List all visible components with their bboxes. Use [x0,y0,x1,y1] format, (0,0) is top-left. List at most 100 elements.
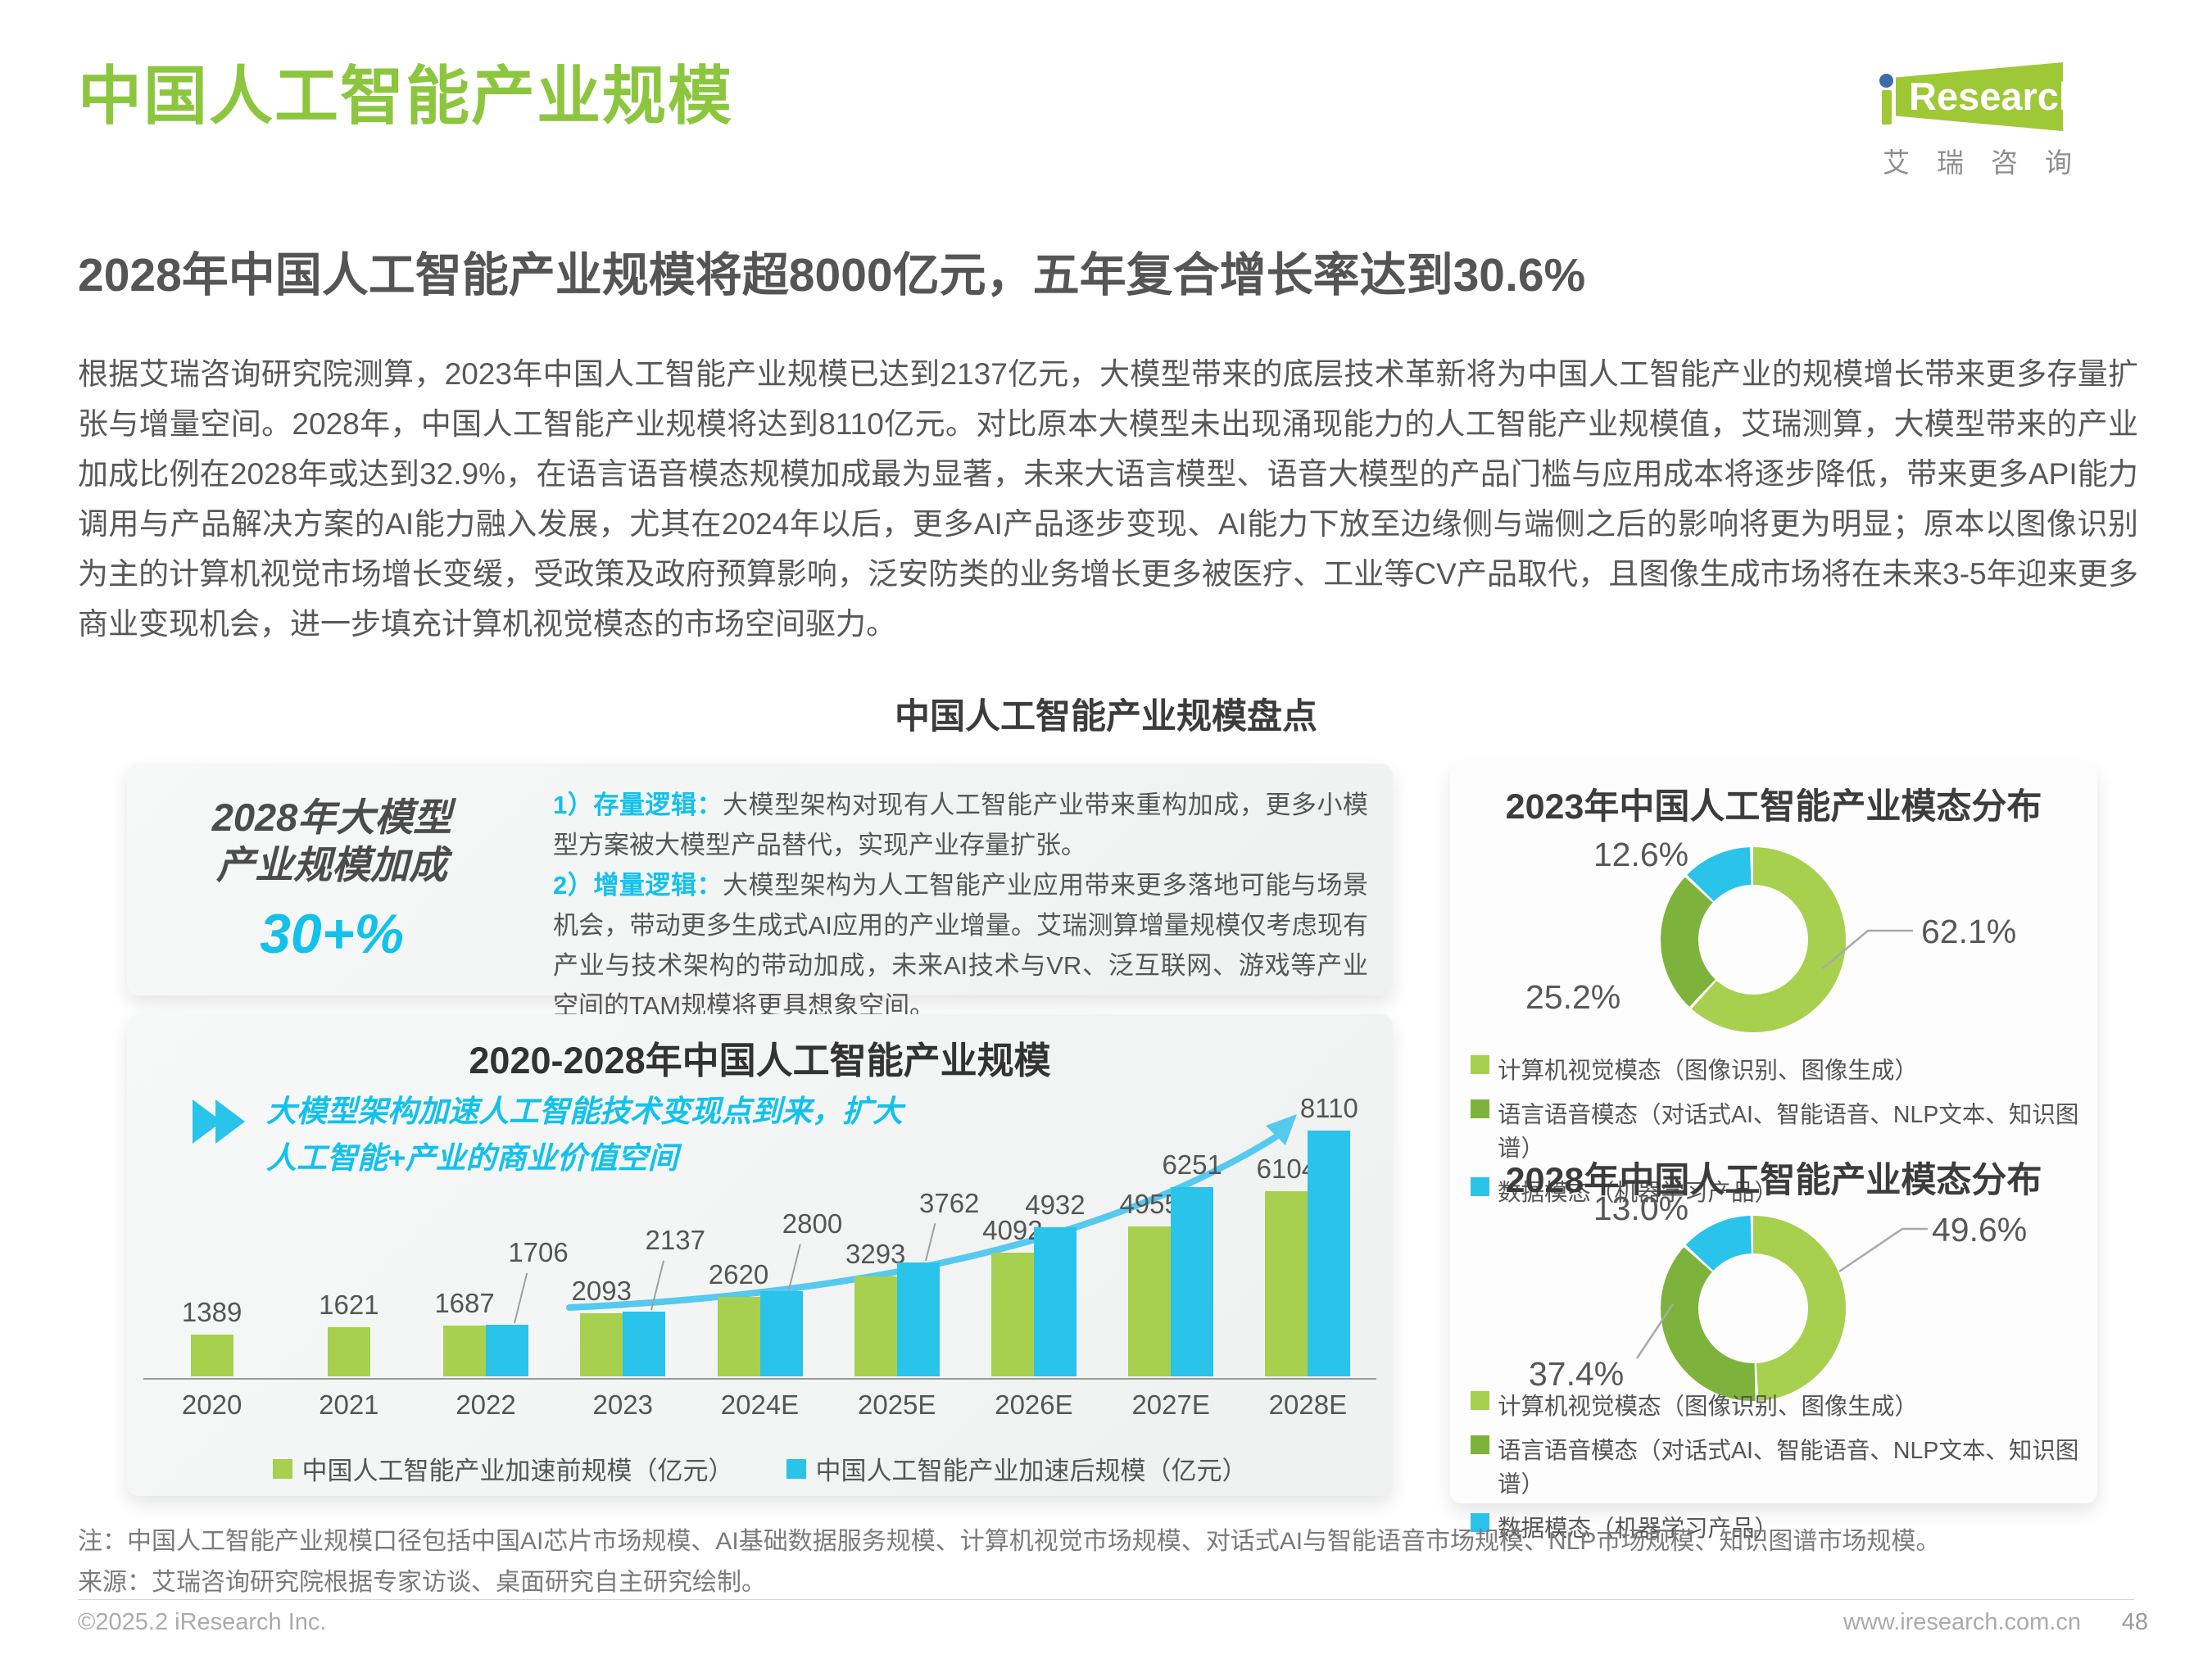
x-axis-label: 2025E [858,1389,936,1420]
logic-item-1-text: 大模型架构对现有人工智能产业带来重构加成，更多小模型方案被大模型产品替代，实现产… [553,791,1368,859]
page-subtitle: 2028年中国人工智能产业规模将超8000亿元，五年复合增长率达到30.6% [78,249,1586,301]
donut-percfavnt-label: 13.0% [1593,1190,1689,1227]
bar-value-label: 2620 [708,1259,769,1290]
footer-divider [78,1599,2134,1600]
legend-label: 语言语音模态（对话式AI、智能语音、NLP文本、知识图谱） [1498,1102,2079,1162]
footer-copyright: ©2025.2 iResearch Inc. [78,1609,327,1635]
fast-forward-icon [193,1099,245,1144]
x-axis-label: 2023 [592,1389,653,1420]
legend-swatch-icon [1471,1177,1489,1196]
x-axis-label: 2022 [456,1389,516,1420]
x-axis-label: 2021 [319,1389,379,1420]
bar-value-label: 8110 [1299,1093,1358,1123]
donut-percfavnt-label: 62.1% [1921,913,2017,950]
highlight-title: 2028年大模型 产业规模加成 [211,795,452,886]
footer-page-number: 48 [2121,1609,2148,1635]
donut-slice [1661,1216,1846,1401]
bar-legend-item: 中国人工智能产业加速后规模（亿元） [786,1450,1248,1487]
bar-after [896,1262,940,1376]
donut-2028-title: 2028年中国人工智能产业模态分布 [1505,1161,2042,1200]
legend-label: 数据模态（机器学习产品） [1498,1516,1779,1542]
bar-legend-item: 中国人工智能产业加速前规模（亿元） [272,1450,734,1487]
page-title: 中国人工智能产业规模 [78,60,734,132]
brand-logo: Research 艾瑞咨询 [1874,62,2079,180]
bar-before [1265,1191,1308,1376]
donut-legend-item: 数据模态（机器学习产品） [1471,1174,2097,1208]
bar-before [854,1276,897,1376]
legend-label: 计算机视觉模态（图像识别、图像生成） [1498,1394,1919,1420]
highlight-card: 2028年大模型 产业规模加成 30+% 1）存量逻辑：大模型架构对现有人工智能… [127,764,1393,1020]
bar-value-label: 1621 [319,1290,379,1320]
modality-card: 2023年中国人工智能产业模态分布 计算机视觉模态（图像识别、图像生成） 语言语音… [1450,764,2097,1542]
x-axis-label: 2020 [181,1389,243,1420]
bar-after [1171,1187,1214,1376]
bar-after [486,1325,529,1376]
section-title: 中国人工智能产业规模盘点 [895,697,1317,737]
barchart-title: 2020-2028年中国人工智能产业规模 [469,1040,1051,1081]
body-paragraph: 根据艾瑞咨询研究院测算，2023年中国人工智能产业规模已达到2137亿元，大模型… [78,357,2138,641]
legend-swatch-icon [1471,1513,1489,1532]
logic-item-2-label: 2）增量逻辑： [553,871,723,900]
logic-list: 1）存量逻辑：大模型架构对现有人工智能产业带来重构加成，更多小模型方案被大模型产… [553,785,1368,1026]
logo-brand-text: Research [1909,75,2083,118]
legend-label: 中国人工智能产业加速前规模（亿元） [301,1457,734,1485]
donut-2028 [1661,1216,1846,1401]
legend-label: 中国人工智能产业加速后规模（亿元） [815,1457,1248,1485]
logo-flag: Research [1896,62,2063,131]
bar-value-label: 1687 [434,1288,495,1318]
legend-swatch-icon [786,1458,806,1479]
bar-after [623,1312,666,1376]
logo-i-icon [1879,74,1893,125]
legend-swatch-icon [1471,1055,1489,1074]
legend-swatch-icon [272,1458,292,1479]
donut-percfavnt-label: 12.6% [1593,836,1689,873]
bar-value-label: 2800 [782,1208,843,1239]
bar-before [1128,1226,1172,1376]
bar-before [580,1313,623,1376]
bar-after [1308,1131,1351,1376]
donut-slice [1661,847,1846,1032]
logic-item-1: 1）存量逻辑：大模型架构对现有人工智能产业带来重构加成，更多小模型方案被大模型产… [553,785,1368,865]
donut-legend-item: 计算机视觉模态（图像识别、图像生成） [1471,1388,2097,1421]
bar-plot-area: 1389 1621 1687 1706 2093 2137 2620 2800 3293 3762… [127,1093,1393,1376]
donut-legend-item: 语言语音模态（对话式AI、智能语音、NLP文本、知识图谱） [1471,1432,2097,1499]
barchart-card: 2020-2028年中国人工智能产业规模 大模型架构加速人工智能技术变现点到来，… [127,1014,1393,1496]
donut-percfavnt-label: 49.6% [1932,1211,2028,1249]
bar-value-label: 1706 [508,1237,569,1267]
logic-item-2-text: 大模型架构为人工智能产业应用带来更多落地可能与场景机会，带动更多生成式AI应用的… [553,871,1368,1020]
donut-legend-item: 语言语音模态（对话式AI、智能语音、NLP文本、知识图谱） [1471,1096,2097,1163]
logo-cn-text: 艾瑞咨询 [1883,147,2099,178]
x-axis-label: 2026E [995,1389,1073,1420]
donut-percfavnt-label: 37.4% [1529,1355,1625,1393]
donut-legend-2028: 计算机视觉模态（图像识别、图像生成） 语言语音模态（对话式AI、智能语音、NLP文… [1471,1388,2097,1543]
legend-label: 计算机视觉模态（图像识别、图像生成） [1498,1058,1919,1084]
bar-before [327,1327,370,1376]
x-axis-label: 2024E [720,1389,800,1420]
legend-swatch-icon [1471,1435,1489,1454]
bar-value-label: 2093 [571,1276,632,1306]
logic-item-1-label: 1）存量逻辑： [553,791,723,819]
highlight-value: 30+% [260,902,404,965]
donut-percfavnt-label: 25.2% [1525,978,1621,1016]
highlight-left: 2028年大模型 产业规模加成 30+% [143,764,520,995]
bar-legend: 中国人工智能产业加速前规模（亿元） 中国人工智能产业加速后规模（亿元） [127,1450,1393,1487]
x-axis-label: 2028E [1268,1389,1348,1420]
donut-legend-item: 数据模态（机器学习产品） [1471,1510,2097,1543]
donut-legend-2023: 计算机视觉模态（图像识别、图像生成） 语言语音模态（对话式AI、智能语音、NLP文… [1471,1052,2097,1208]
source-text: 来源：艾瑞咨询研究院根据专家访谈、桌面研究自主研究绘制。 [78,1569,766,1596]
donut-legend-item: 计算机视觉模态（图像识别、图像生成） [1471,1052,2097,1086]
legend-label: 数据模态（机器学习产品） [1498,1180,1779,1206]
bar-before [717,1297,760,1376]
note-text: 注：中国人工智能产业规模口径包括中国AI芯片市场规模、AI基础数据服务规模、计算… [78,1528,1941,1555]
bar-after [759,1291,803,1376]
bar-value-label: 2137 [645,1225,705,1255]
donut-2023-title: 2023年中国人工智能产业模态分布 [1505,787,2042,827]
donut-slice [1661,1216,1846,1401]
footer-site: www.iresearch.com.cn [1843,1609,2081,1635]
legend-swatch-icon [1471,1391,1489,1410]
legend-swatch-icon [1471,1099,1489,1118]
legend-label: 语言语音模态（对话式AI、智能语音、NLP文本、知识图谱） [1498,1438,2079,1498]
logic-item-2: 2）增量逻辑：大模型架构为人工智能产业应用带来更多落地可能与场景机会，带动更多生… [553,865,1368,1026]
bar-after [1033,1227,1077,1376]
